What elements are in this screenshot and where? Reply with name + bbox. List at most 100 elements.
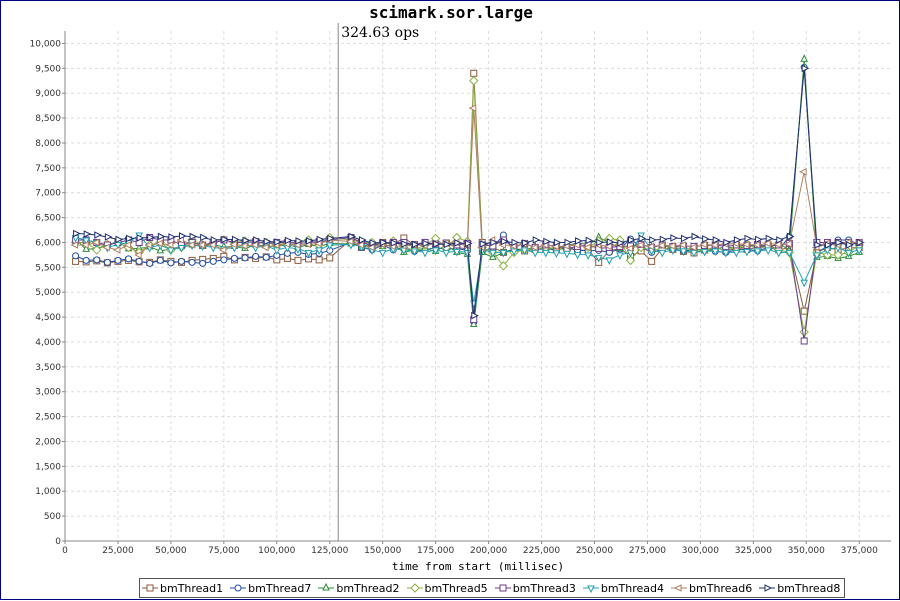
data-point (294, 256, 302, 264)
x-tick-label: 250,000 (576, 546, 613, 556)
data-point (511, 238, 520, 247)
data-point (801, 64, 810, 73)
data-point (82, 244, 90, 252)
data-point (464, 239, 473, 248)
legend-swatch (759, 584, 776, 592)
data-point (200, 233, 208, 242)
data-point (306, 237, 314, 245)
data-point (678, 241, 686, 249)
legend-swatch-marker (234, 584, 242, 592)
legend-label: bmThread1 (160, 581, 224, 595)
data-point (680, 234, 689, 243)
data-point (500, 237, 509, 246)
data-point (230, 254, 238, 262)
data-point (743, 248, 751, 257)
data-point (712, 236, 721, 244)
data-point (156, 256, 164, 264)
data-point (241, 254, 249, 262)
data-point (755, 235, 763, 244)
data-point (378, 249, 387, 258)
data-point (83, 230, 92, 238)
data-point (823, 247, 832, 256)
data-point (242, 236, 251, 245)
y-tick-label: 8,000 (35, 139, 61, 149)
data-point (421, 249, 429, 258)
data-point (688, 243, 697, 252)
data-point (638, 234, 647, 243)
legend-label: bmThread7 (248, 581, 312, 595)
data-point (433, 240, 441, 248)
data-point (776, 236, 784, 244)
data-point (648, 257, 656, 265)
x-tick-label: 75,000 (208, 546, 240, 556)
data-point (531, 249, 539, 258)
x-tick-label: 150,000 (364, 546, 401, 556)
data-point (710, 241, 718, 249)
legend-swatch (671, 584, 688, 592)
y-tick-label: 5,000 (35, 288, 61, 298)
grid (65, 31, 891, 541)
data-point (390, 239, 399, 247)
data-point (315, 247, 323, 256)
data-point (91, 238, 100, 247)
data-point (753, 248, 762, 257)
data-point (208, 241, 216, 249)
data-point (146, 259, 154, 267)
data-point (104, 233, 113, 241)
data-point (218, 246, 227, 254)
data-point (813, 252, 821, 261)
data-point (541, 249, 550, 258)
legend-swatch-marker (499, 584, 507, 592)
legend-label: bmThread4 (600, 581, 665, 595)
data-point (315, 256, 323, 264)
data-point (814, 241, 822, 249)
y-tick-label: 6,000 (35, 238, 61, 248)
data-point (345, 237, 354, 246)
legend-label: bmThread5 (424, 581, 488, 595)
legend-swatch (142, 584, 158, 592)
data-point (498, 261, 509, 271)
data-point (479, 240, 488, 248)
data-point (168, 233, 177, 241)
data-point (410, 248, 419, 257)
data-point (177, 257, 185, 265)
marker-label: 324.63 ops (341, 25, 419, 41)
data-point (167, 259, 175, 267)
y-tick-label: 7,500 (35, 164, 61, 174)
data-point (657, 241, 665, 250)
data-point (625, 244, 633, 253)
data-point (800, 279, 808, 288)
data-point (800, 307, 808, 315)
data-point (763, 239, 771, 248)
data-point (284, 236, 293, 245)
data-point (209, 257, 217, 265)
data-point (82, 256, 90, 264)
legend-label: bmThread2 (336, 581, 400, 595)
data-point (442, 249, 451, 258)
y-tick-label: 1,000 (35, 487, 61, 497)
x-tick-label: 125,000 (311, 546, 348, 556)
chart-title: scimark.sor.large (369, 3, 533, 22)
data-point (723, 238, 731, 247)
data-point (563, 250, 571, 259)
data-point (659, 235, 668, 244)
data-point (134, 251, 142, 259)
data-point (700, 248, 709, 257)
x-tick-label: 325,000 (735, 546, 772, 556)
data-point (585, 236, 594, 245)
y-tick-label: 10,000 (30, 39, 62, 49)
data-point (635, 241, 644, 249)
data-point (325, 242, 334, 251)
data-point (799, 168, 807, 176)
data-point (764, 247, 772, 256)
x-tick-label: 350,000 (788, 546, 825, 556)
axes: 0 500 1,000 1,500 2,000 2,500 3,000 3,500 4,000 4… (30, 31, 891, 556)
legend-item: bmThread1 (142, 582, 223, 595)
data-point (752, 241, 761, 249)
x-tick-label: 275,000 (629, 546, 666, 556)
x-tick-label: 100,000 (258, 546, 295, 556)
data-point (197, 241, 206, 249)
data-point (711, 248, 720, 257)
